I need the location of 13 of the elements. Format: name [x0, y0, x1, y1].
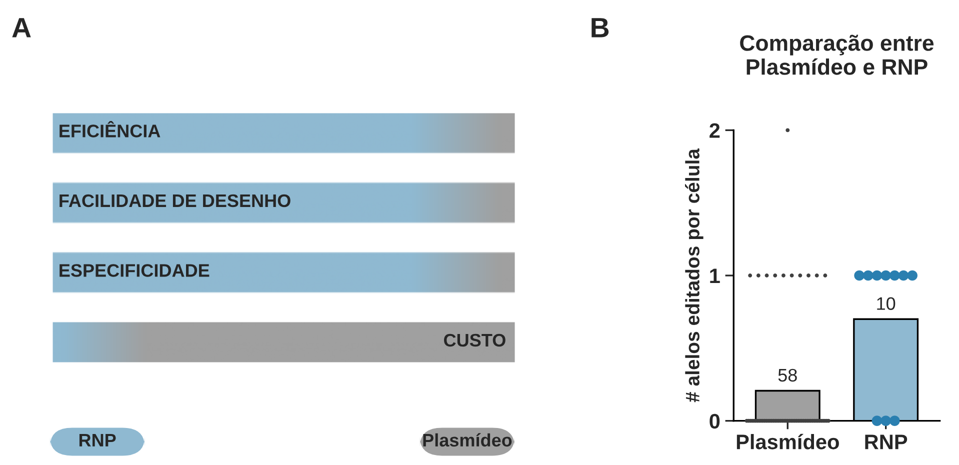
text: ESPECIFICIDADE: [60, 264, 210, 277]
text: A: [12, 18, 31, 38]
annotation: 10: [877, 297, 896, 310]
y-tick-label: 0: [710, 414, 720, 429]
text: FACILIDADE DE DESENHO: [60, 194, 290, 208]
text: CUSTO: [444, 334, 506, 347]
annotation: 58: [778, 368, 797, 382]
y-tick-label: 2: [710, 123, 720, 138]
y-tick-label: 1: [710, 268, 720, 284]
chart-title: Comparação entre Plasmídeo e RNP: [740, 34, 934, 75]
text: EFICIÊNCIA: [60, 121, 160, 138]
y-axis-title: # alelos editados por célula: [685, 148, 704, 402]
text: B: [592, 18, 609, 38]
